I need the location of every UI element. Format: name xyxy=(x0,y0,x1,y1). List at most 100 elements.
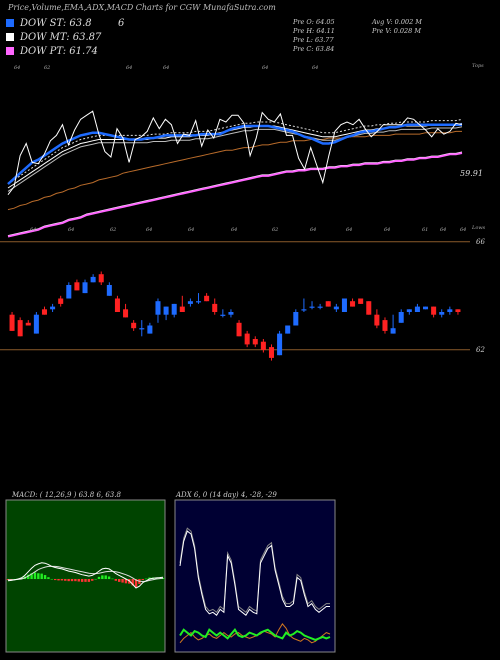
candle-body xyxy=(406,309,412,312)
macd-histogram-bar xyxy=(40,573,43,579)
macd-histogram-bar xyxy=(87,579,91,582)
candle-body xyxy=(17,320,23,337)
macd-histogram-bar xyxy=(104,575,107,579)
chart-title: Price,Volume,EMA,ADX,MACD Charts for CGW… xyxy=(8,3,276,12)
ema-long-outline xyxy=(7,151,463,237)
candle-body xyxy=(123,309,129,318)
legend-dow-pt: DOW PT: 61.74 xyxy=(6,46,98,57)
candle-body xyxy=(268,347,274,358)
macd-histogram-bar xyxy=(57,579,60,581)
legend-dow-st: DOW ST: 63.8 xyxy=(6,18,92,29)
candle-body xyxy=(41,309,47,315)
stat-low: Pre L: 63.77 xyxy=(293,36,334,44)
candle-body xyxy=(366,301,372,315)
macd-histogram-bar xyxy=(30,573,33,579)
bottom-tick-label-2: 62 xyxy=(110,227,116,233)
candle-body xyxy=(317,306,323,308)
macd-histogram-bar xyxy=(155,577,158,579)
candle-body xyxy=(439,312,445,315)
bottom-tick-label-0: 64 xyxy=(30,227,36,233)
candle-body xyxy=(293,312,299,326)
tops-marker: Tops xyxy=(472,63,484,69)
macd-histogram-bar xyxy=(141,579,144,581)
bottom-tick-label-11: 64 xyxy=(440,227,446,233)
candle-body xyxy=(106,285,112,296)
macd-panel-bg xyxy=(5,499,166,653)
candlestick-panel: 66 62 xyxy=(0,238,485,361)
legend-dow-pt-label: DOW PT: 61.74 xyxy=(20,46,98,57)
macd-histogram-bar xyxy=(131,579,134,586)
candle-body xyxy=(333,306,339,310)
candle-body xyxy=(350,301,356,307)
stat-close: Pre C: 63.84 xyxy=(293,45,335,53)
macd-histogram-bar xyxy=(101,575,104,579)
macd-panel xyxy=(6,562,165,589)
price-ema-panel: Tops Lows 64 62 64 64 64 64 64 64 62 64 64 64 62 64 64 64… xyxy=(7,63,486,238)
macd-histogram-bar xyxy=(97,576,101,579)
macd-histogram-bar xyxy=(121,579,124,583)
legend-swatch-white xyxy=(6,33,14,41)
candle-body xyxy=(155,301,161,315)
lows-marker: Lows xyxy=(471,225,486,231)
macd-histogram-bar xyxy=(94,579,97,580)
macd-histogram-bar xyxy=(117,579,121,582)
macd-histogram-bar xyxy=(111,578,114,580)
macd-histogram-bar xyxy=(33,572,37,579)
candle-body xyxy=(139,328,145,330)
level-label-62: 62 xyxy=(476,346,485,354)
candle-body xyxy=(374,314,380,326)
ema-mid-line-lower xyxy=(7,126,463,192)
candle-body xyxy=(179,306,185,312)
macd-signal-line xyxy=(8,565,164,583)
candle-body xyxy=(147,325,153,334)
candle-body xyxy=(236,322,242,337)
candle-body xyxy=(58,298,64,304)
top-tick-label-2: 64 xyxy=(126,65,132,71)
macd-histogram-bar xyxy=(50,579,54,580)
candle-body xyxy=(309,306,315,308)
macd-histogram-bar xyxy=(91,579,94,581)
top-tick-label-1: 62 xyxy=(44,65,50,71)
legend-dow-st-label: DOW ST: 63.8 xyxy=(20,18,92,29)
bottom-tick-label-10: 61 xyxy=(422,227,428,233)
legend-dow-mt: DOW MT: 63.87 xyxy=(6,32,101,43)
stray-digit: 6 xyxy=(118,18,125,29)
ema-brown-line xyxy=(7,130,462,211)
candle-body xyxy=(228,312,234,315)
candle-body xyxy=(204,295,210,302)
candle-body xyxy=(82,282,88,294)
candle-body xyxy=(341,298,347,312)
top-tick-label-5: 64 xyxy=(312,65,318,71)
candle-body xyxy=(9,314,15,331)
bottom-tick-label-7: 64 xyxy=(310,227,316,233)
top-tick-label-3: 64 xyxy=(163,65,169,71)
bottom-tick-label-8: 64 xyxy=(346,227,352,233)
macd-histogram-bar xyxy=(20,577,23,579)
macd-histogram-bar xyxy=(27,574,30,579)
candle-body xyxy=(431,306,437,315)
bottom-tick-label-6: 62 xyxy=(272,227,278,233)
bottom-tick-label-3: 64 xyxy=(146,227,152,233)
macd-histogram-bar xyxy=(107,576,111,579)
ema-short-line xyxy=(7,123,462,185)
macd-line xyxy=(7,562,164,589)
level-label-66: 66 xyxy=(476,238,485,246)
adx-panel xyxy=(179,527,331,644)
candle-body xyxy=(50,306,56,310)
macd-histogram-bar xyxy=(148,577,151,579)
candle-body xyxy=(382,320,388,331)
candle-body xyxy=(447,309,453,312)
candle-body xyxy=(301,309,307,311)
macd-histogram-bar xyxy=(43,575,47,579)
adx-line xyxy=(179,530,330,616)
plus-di-line xyxy=(179,628,331,641)
macd-histogram-bar xyxy=(64,579,67,581)
adx-line-shadow xyxy=(179,527,330,614)
adx-label: ADX 6, 0 (14 day) 4, -28, -29 xyxy=(176,491,277,499)
macd-histogram-bar xyxy=(144,578,148,580)
stat-open: Pre O: 64.05 xyxy=(293,18,335,26)
legend-swatch-pink xyxy=(6,47,14,55)
candle-body xyxy=(325,301,331,307)
candle-body xyxy=(187,301,193,304)
macd-histogram-bar xyxy=(67,579,70,582)
